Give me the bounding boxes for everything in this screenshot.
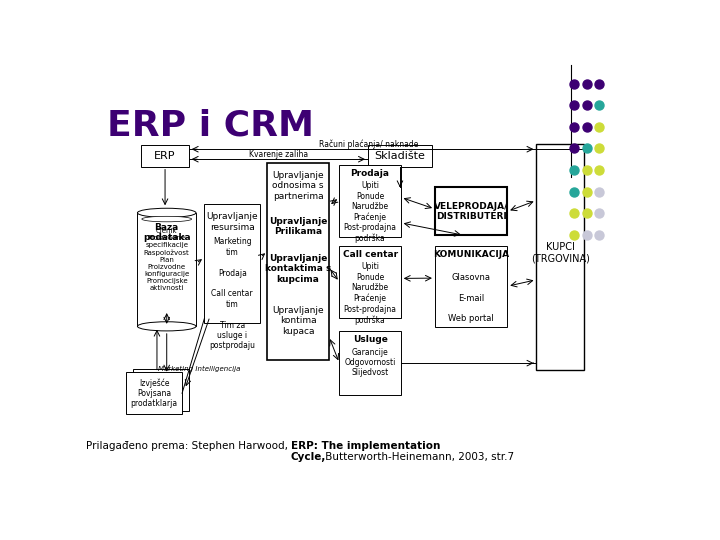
Point xyxy=(593,123,605,131)
Text: Glasovna

E-mail

Web portal: Glasovna E-mail Web portal xyxy=(449,273,494,323)
Text: Garancije
Odgovornosti
Slijedvost: Garancije Odgovornosti Slijedvost xyxy=(344,348,396,377)
FancyBboxPatch shape xyxy=(368,145,432,167)
Text: Kvarenje zaliha: Kvarenje zaliha xyxy=(249,150,308,159)
Text: Upravljanje
kontaktima s
kupcima: Upravljanje kontaktima s kupcima xyxy=(265,254,331,284)
FancyBboxPatch shape xyxy=(267,163,329,360)
Text: Upravljanje
resursima: Upravljanje resursima xyxy=(207,212,258,232)
FancyBboxPatch shape xyxy=(141,145,189,167)
Text: Usluge: Usluge xyxy=(353,335,387,344)
Point xyxy=(581,209,593,218)
Point xyxy=(581,187,593,196)
Text: KOMUNIKACIJA: KOMUNIKACIJA xyxy=(433,250,509,259)
FancyBboxPatch shape xyxy=(138,213,196,326)
Ellipse shape xyxy=(138,322,196,331)
FancyBboxPatch shape xyxy=(133,369,189,411)
Point xyxy=(593,79,605,88)
Point xyxy=(569,79,580,88)
Point xyxy=(569,123,580,131)
Text: Računi plaćanja/ naknade: Računi plaćanja/ naknade xyxy=(319,139,419,149)
Point xyxy=(569,187,580,196)
Text: Skladište: Skladište xyxy=(374,151,426,161)
Point xyxy=(581,166,593,174)
Point xyxy=(581,123,593,131)
Point xyxy=(569,209,580,218)
FancyBboxPatch shape xyxy=(435,246,508,327)
Text: Upravljanje
kontima
kupaca: Upravljanje kontima kupaca xyxy=(272,306,324,336)
Point xyxy=(593,101,605,110)
FancyBboxPatch shape xyxy=(339,331,401,395)
Ellipse shape xyxy=(138,208,196,218)
Text: Upiti
Ponude
Narudžbe
Praćenje
Post-prodajna
podrška: Upiti Ponude Narudžbe Praćenje Post-prod… xyxy=(343,262,397,325)
Text: Baza
podataka: Baza podataka xyxy=(143,223,191,242)
Text: Prodaja: Prodaja xyxy=(351,168,390,178)
Text: Izvješće
Povjsana
prodatklarja: Izvješće Povjsana prodatklarja xyxy=(130,378,178,408)
Point xyxy=(581,231,593,239)
Text: Cycle,: Cycle, xyxy=(291,453,326,462)
Point xyxy=(569,231,580,239)
Point xyxy=(581,79,593,88)
Text: Marketing Intelligencija: Marketing Intelligencija xyxy=(158,366,240,372)
Text: VELEPRODAJA/
DISTRIBUTERI: VELEPRODAJA/ DISTRIBUTERI xyxy=(434,201,508,221)
Text: KUPCI
(TRGOVINA): KUPCI (TRGOVINA) xyxy=(531,242,590,264)
FancyBboxPatch shape xyxy=(126,373,182,414)
FancyBboxPatch shape xyxy=(339,165,401,238)
FancyBboxPatch shape xyxy=(204,204,260,322)
Text: Upiti
Ponude
Narudžbe
Praćenje
Post-prodajna
podrška: Upiti Ponude Narudžbe Praćenje Post-prod… xyxy=(343,181,397,244)
Point xyxy=(569,144,580,153)
Text: ERP: ERP xyxy=(154,151,176,161)
Point xyxy=(581,144,593,153)
Text: Call centar: Call centar xyxy=(343,250,397,259)
Text: Marketing
tim

Prodaja

Call centar
tim

Tim za
usluge i
postprodaju: Marketing tim Prodaja Call centar tim Ti… xyxy=(210,238,256,350)
Point xyxy=(569,101,580,110)
FancyBboxPatch shape xyxy=(536,144,584,370)
Point xyxy=(569,166,580,174)
Text: Cjenik
Proizvodne
specifikacije
Raspoložvost
Plan
Proizvodne
konfiguracije
Promo: Cjenik Proizvodne specifikacije Raspolož… xyxy=(144,228,189,291)
Text: ERP: The implementation: ERP: The implementation xyxy=(291,441,440,451)
Ellipse shape xyxy=(142,217,192,222)
Point xyxy=(593,231,605,239)
Text: Prilagađeno prema: Stephen Harwood,: Prilagađeno prema: Stephen Harwood, xyxy=(86,441,291,451)
Point xyxy=(593,209,605,218)
Text: Butterworth-Heinemann, 2003, str.7: Butterworth-Heinemann, 2003, str.7 xyxy=(322,453,513,462)
Point xyxy=(581,101,593,110)
Point xyxy=(593,166,605,174)
Text: Upravljanje
Prilikama: Upravljanje Prilikama xyxy=(269,217,328,236)
Point xyxy=(593,187,605,196)
Text: ERP i CRM: ERP i CRM xyxy=(107,109,314,143)
FancyBboxPatch shape xyxy=(339,246,401,319)
Point xyxy=(593,144,605,153)
Text: Upravljanje
odnosima s
partnerima: Upravljanje odnosima s partnerima xyxy=(272,171,324,201)
FancyBboxPatch shape xyxy=(435,187,508,235)
